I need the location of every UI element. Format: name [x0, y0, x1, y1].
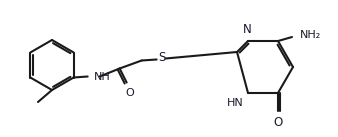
Text: S: S	[158, 51, 165, 64]
Text: O: O	[273, 116, 283, 129]
Text: HN: HN	[227, 98, 244, 108]
Text: N: N	[243, 23, 251, 36]
Text: NH₂: NH₂	[300, 30, 321, 40]
Text: NH: NH	[94, 72, 111, 82]
Text: O: O	[125, 88, 134, 98]
